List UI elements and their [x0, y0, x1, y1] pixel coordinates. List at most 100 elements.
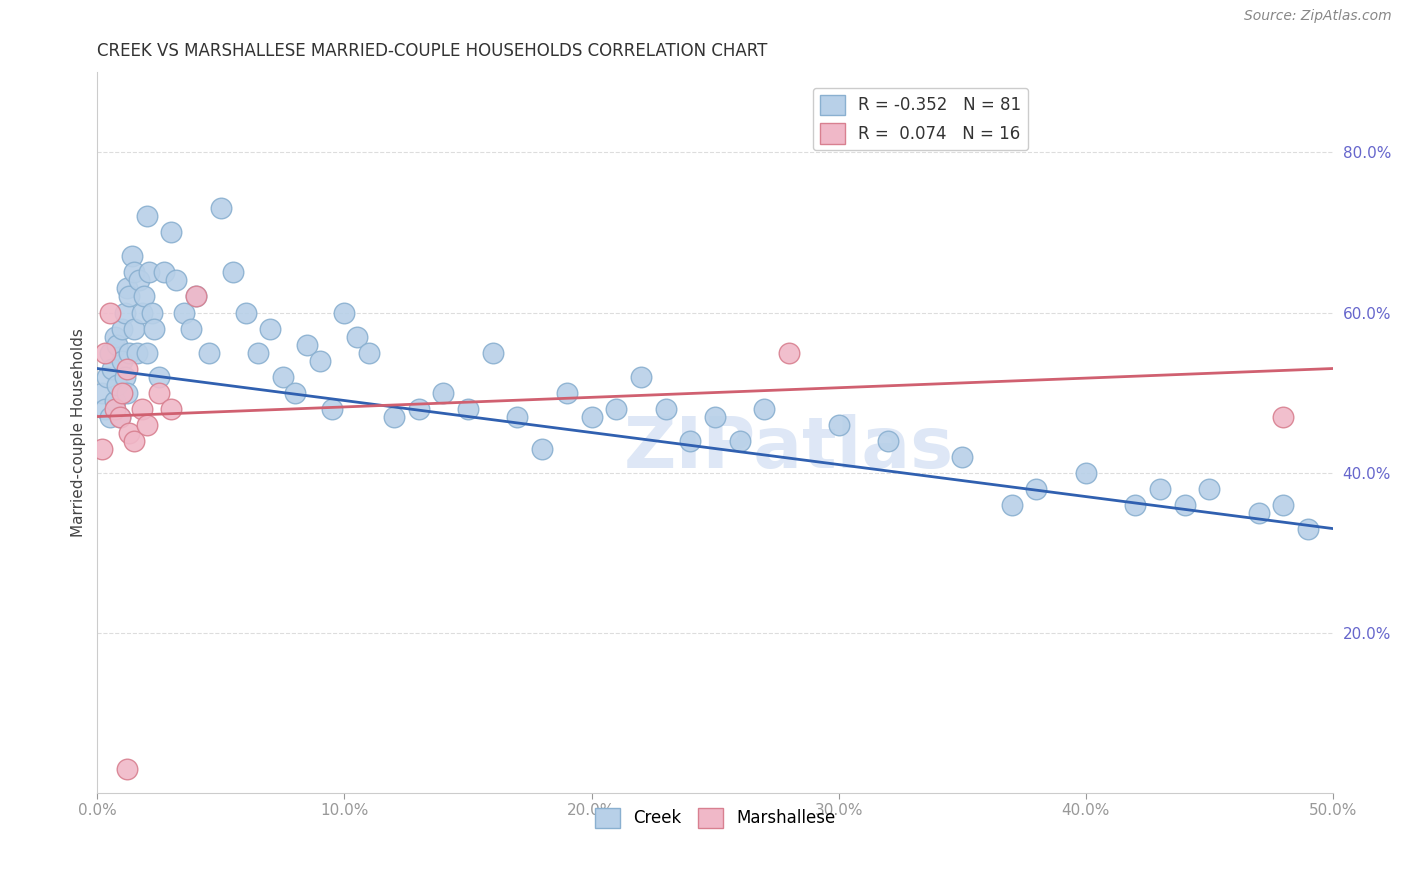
Point	[165, 273, 187, 287]
Point	[1296, 522, 1319, 536]
Point	[346, 329, 368, 343]
Point	[1025, 482, 1047, 496]
Point	[1149, 482, 1171, 496]
Point	[1247, 506, 1270, 520]
Point	[124, 321, 146, 335]
Point	[754, 401, 776, 416]
Point	[128, 273, 150, 287]
Point	[135, 210, 157, 224]
Point	[121, 250, 143, 264]
Point	[111, 321, 134, 335]
Point	[186, 289, 208, 303]
Point	[173, 305, 195, 319]
Point	[118, 345, 141, 359]
Point	[284, 385, 307, 400]
Point	[321, 401, 343, 416]
Legend: Creek, Marshallese: Creek, Marshallese	[588, 801, 842, 835]
Point	[1074, 466, 1097, 480]
Point	[141, 305, 163, 319]
Point	[105, 337, 128, 351]
Point	[131, 401, 153, 416]
Point	[728, 434, 751, 448]
Point	[148, 369, 170, 384]
Point	[143, 321, 166, 335]
Point	[124, 265, 146, 279]
Point	[432, 385, 454, 400]
Point	[91, 385, 114, 400]
Point	[877, 434, 900, 448]
Point	[111, 385, 134, 400]
Point	[1000, 498, 1022, 512]
Point	[91, 442, 114, 456]
Point	[160, 226, 183, 240]
Point	[125, 345, 148, 359]
Point	[1173, 498, 1195, 512]
Point	[704, 409, 727, 424]
Point	[124, 434, 146, 448]
Point	[98, 409, 121, 424]
Point	[581, 409, 603, 424]
Point	[1272, 409, 1295, 424]
Point	[94, 401, 117, 416]
Point	[94, 345, 117, 359]
Point	[108, 409, 131, 424]
Point	[101, 361, 124, 376]
Point	[160, 401, 183, 416]
Point	[197, 345, 219, 359]
Point	[531, 442, 554, 456]
Point	[950, 450, 973, 464]
Point	[104, 393, 127, 408]
Text: CREEK VS MARSHALLESE MARRIED-COUPLE HOUSEHOLDS CORRELATION CHART: CREEK VS MARSHALLESE MARRIED-COUPLE HOUS…	[97, 42, 768, 60]
Point	[259, 321, 281, 335]
Point	[115, 281, 138, 295]
Point	[96, 369, 118, 384]
Point	[271, 369, 294, 384]
Point	[209, 202, 232, 216]
Point	[104, 329, 127, 343]
Point	[359, 345, 381, 359]
Point	[222, 265, 245, 279]
Point	[153, 265, 176, 279]
Point	[111, 353, 134, 368]
Point	[382, 409, 405, 424]
Point	[118, 289, 141, 303]
Point	[135, 345, 157, 359]
Point	[235, 305, 257, 319]
Point	[115, 361, 138, 376]
Point	[1198, 482, 1220, 496]
Point	[679, 434, 702, 448]
Point	[148, 385, 170, 400]
Point	[308, 353, 330, 368]
Point	[481, 345, 503, 359]
Point	[98, 305, 121, 319]
Point	[630, 369, 652, 384]
Point	[104, 401, 127, 416]
Point	[98, 345, 121, 359]
Point	[297, 337, 319, 351]
Point	[180, 321, 202, 335]
Text: ZIPatlas: ZIPatlas	[624, 414, 955, 483]
Y-axis label: Married-couple Households: Married-couple Households	[72, 328, 86, 537]
Point	[408, 401, 430, 416]
Point	[186, 289, 208, 303]
Point	[131, 305, 153, 319]
Point	[457, 401, 479, 416]
Point	[506, 409, 529, 424]
Point	[135, 417, 157, 432]
Point	[134, 289, 156, 303]
Point	[654, 401, 676, 416]
Point	[138, 265, 160, 279]
Point	[333, 305, 356, 319]
Text: Source: ZipAtlas.com: Source: ZipAtlas.com	[1244, 9, 1392, 23]
Point	[114, 369, 136, 384]
Point	[778, 345, 800, 359]
Point	[108, 409, 131, 424]
Point	[246, 345, 269, 359]
Point	[1123, 498, 1146, 512]
Point	[115, 762, 138, 776]
Point	[827, 417, 849, 432]
Point	[1272, 498, 1295, 512]
Point	[115, 385, 138, 400]
Point	[555, 385, 578, 400]
Point	[118, 425, 141, 440]
